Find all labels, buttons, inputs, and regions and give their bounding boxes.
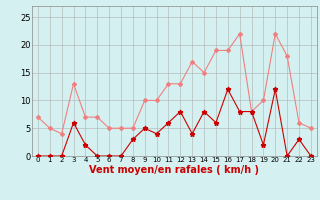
X-axis label: Vent moyen/en rafales ( km/h ): Vent moyen/en rafales ( km/h ): [89, 165, 260, 175]
